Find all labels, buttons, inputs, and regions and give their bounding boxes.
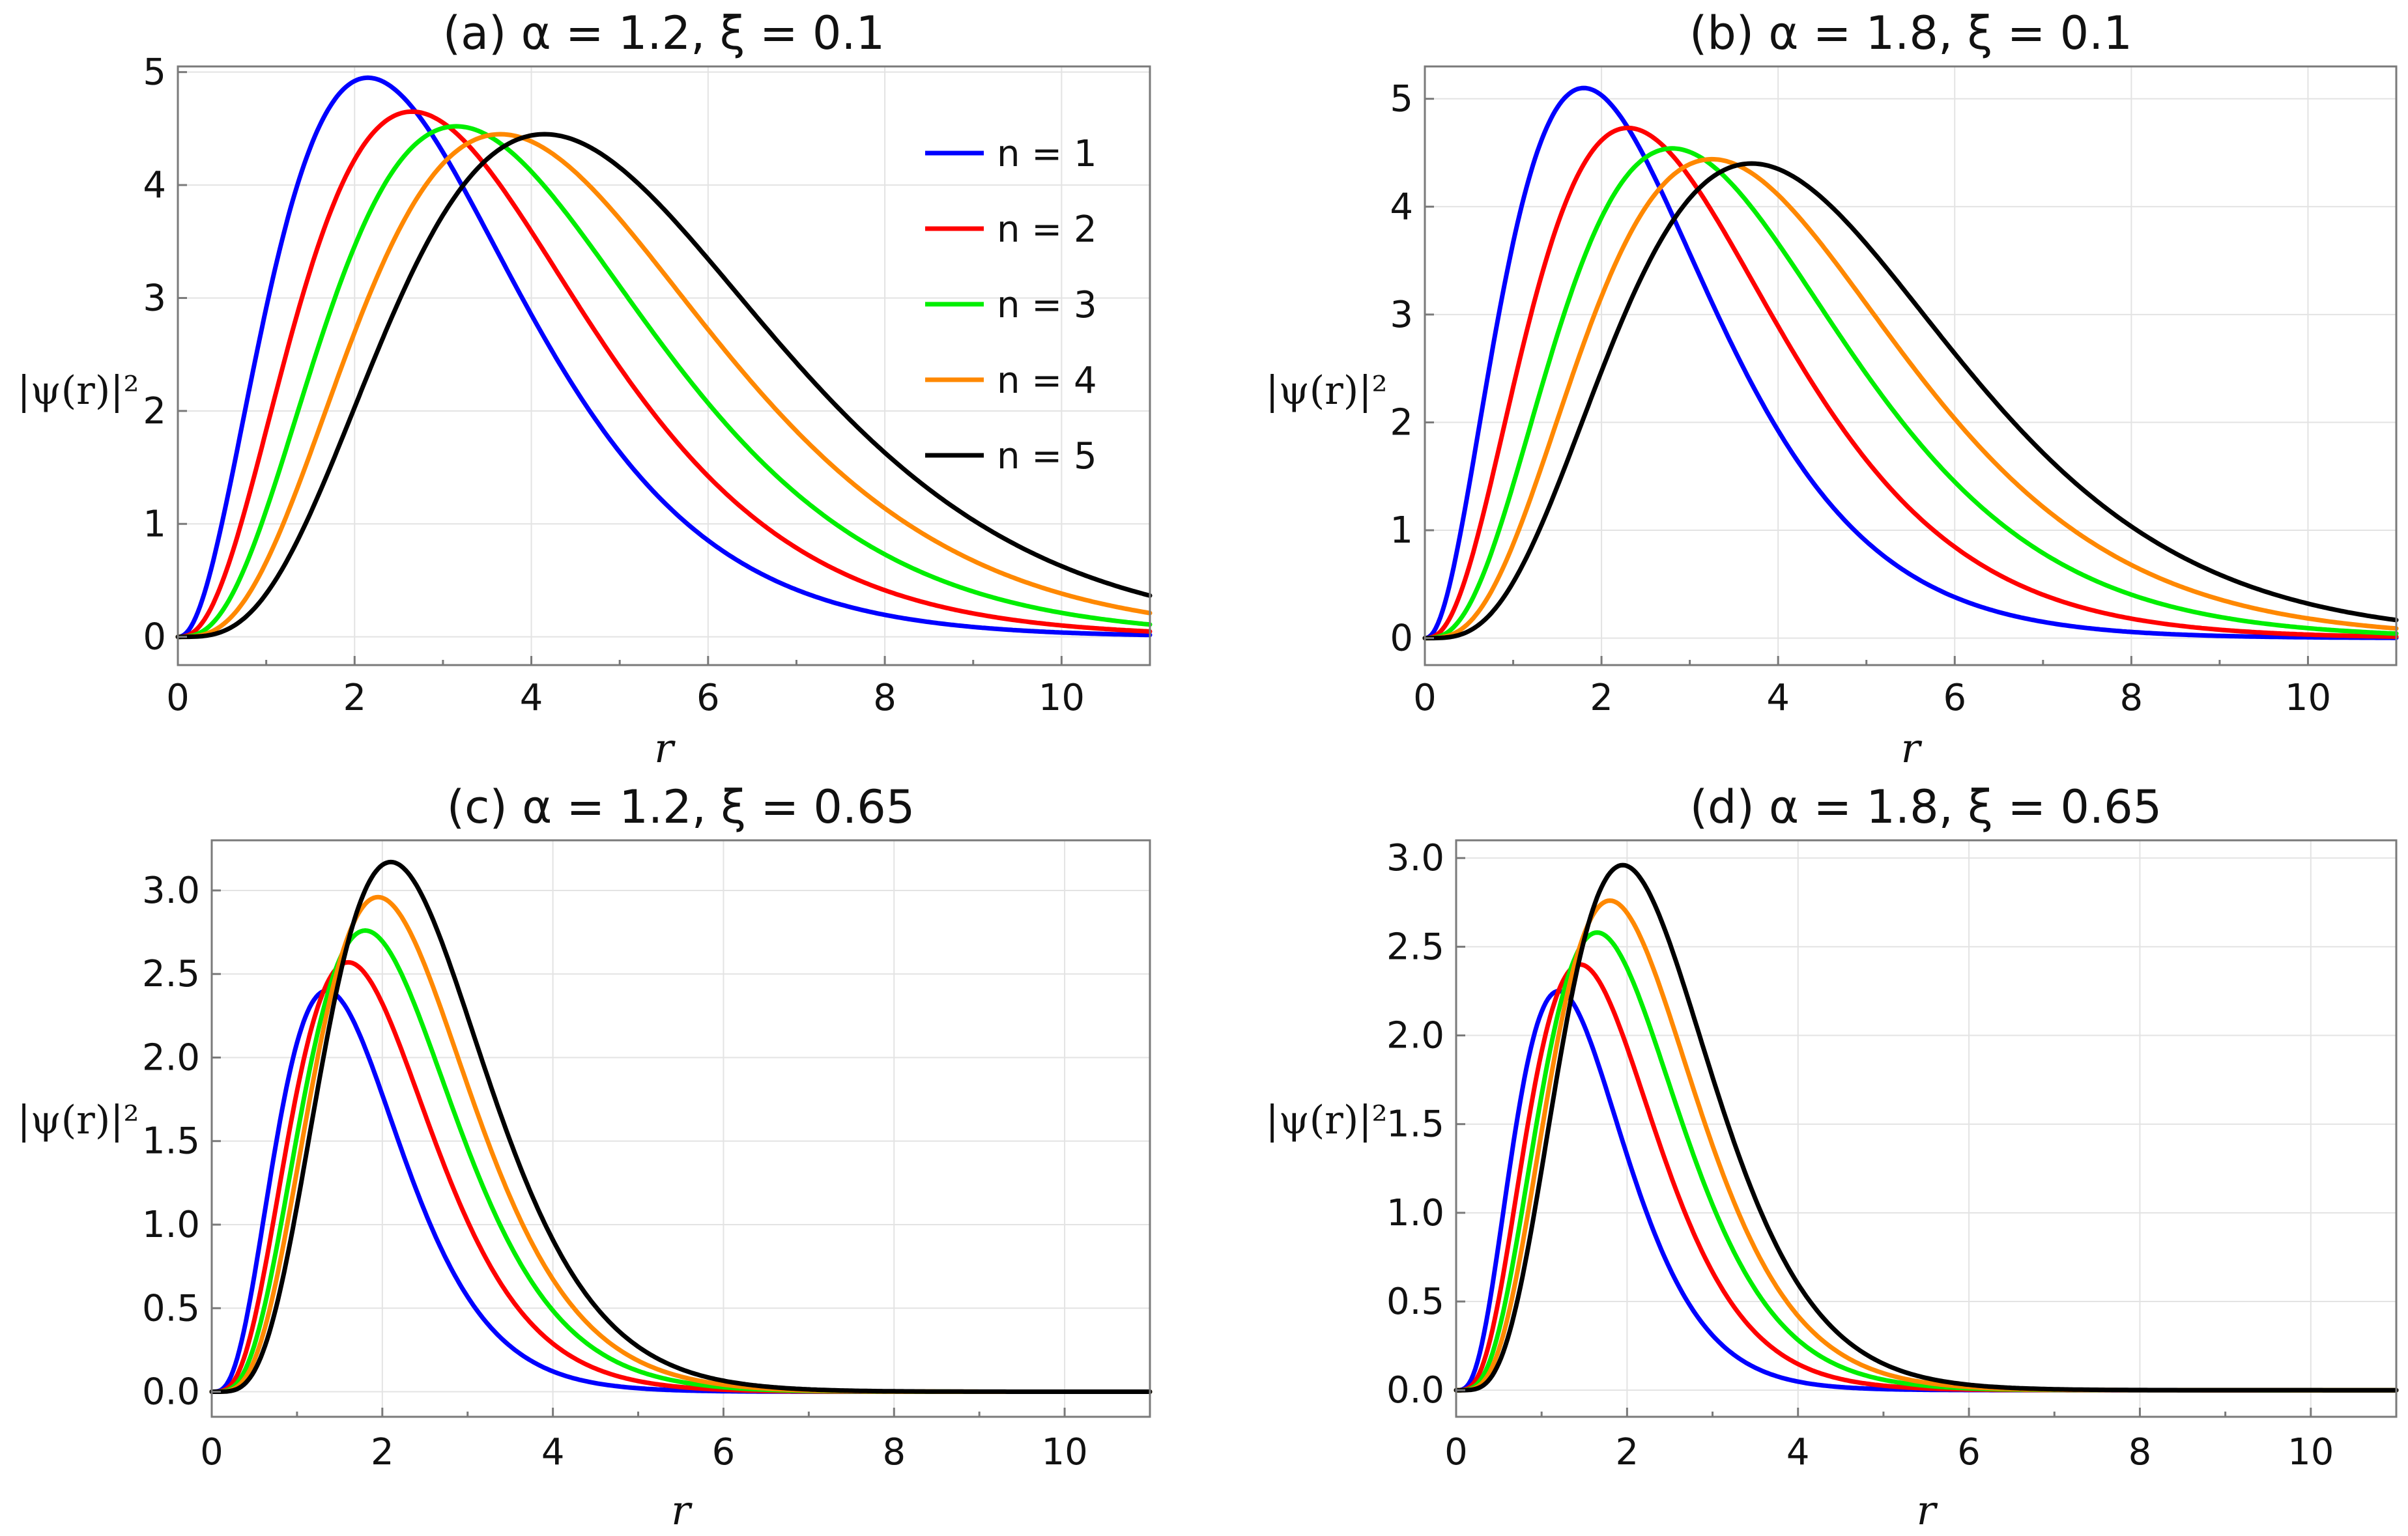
x-tick-label: 6: [712, 1431, 736, 1473]
series-line-n5: [1422, 161, 2399, 641]
chart-panel-b: 0 2 4 6 8 10 0 1 2 3 4 5 (b) α = 1.8, ξ = 0.1 r |ψ(r)|…: [1265, 7, 2399, 772]
legend-label-n2: n = 2: [997, 208, 1097, 251]
series-line-n2: [1454, 962, 2399, 1393]
series-line-n1: [175, 75, 1153, 640]
x-axis-label: r: [654, 724, 676, 772]
x-tick-label: 8: [882, 1431, 906, 1473]
legend-label-n3: n = 3: [997, 284, 1097, 326]
y-tick-label: 0.0: [142, 1371, 200, 1414]
series-line-n1: [1422, 85, 2399, 641]
x-tick-label: 2: [1590, 677, 1613, 719]
y-tick-label: 1.0: [1386, 1192, 1444, 1234]
x-tick-label: 4: [520, 677, 543, 719]
y-tick-label: 2.5: [142, 953, 200, 995]
y-tick-label: 4: [143, 164, 166, 206]
y-tick-label: 0: [143, 616, 166, 659]
x-tick-label: 0: [1444, 1431, 1468, 1473]
chart-title: (c) α = 1.2, ξ = 0.65: [447, 780, 915, 834]
x-tick-label: 2: [1616, 1431, 1639, 1473]
y-tick-label: 2.5: [1386, 926, 1444, 968]
y-axis-label: |ψ(r)|²: [17, 1098, 139, 1143]
x-tick-label: 2: [371, 1431, 394, 1473]
legend-label-n1: n = 1: [997, 133, 1097, 175]
y-tick-label: 1: [143, 503, 166, 545]
plot-frame: [210, 839, 1151, 1418]
x-tick-label: 8: [873, 677, 896, 719]
x-tick-label: 6: [696, 677, 720, 719]
x-tick-label: 4: [541, 1431, 565, 1473]
y-tick-label: 0: [1390, 618, 1413, 660]
x-tick-label: 8: [2128, 1431, 2152, 1473]
chart-panel-a: 0 2 4 6 8 10 0 1 2 3 4 5 (a) α = 1.2, ξ = 0.1 r |ψ(r)|…: [17, 7, 1153, 772]
plot-frame: [177, 65, 1151, 666]
y-tick-label: 5: [1390, 78, 1413, 121]
y-tick-label: 2.0: [142, 1036, 200, 1079]
series-line-n1: [209, 988, 1153, 1394]
y-tick-label: 3.0: [142, 870, 200, 912]
y-tick-label: 3: [1390, 294, 1413, 336]
y-tick-label: 3: [143, 277, 166, 319]
series-line-n4: [1422, 156, 2399, 641]
x-tick-label: 4: [1786, 1431, 1810, 1473]
chart-panel-c: 0 2 4 6 8 10 0.0 0.5 1.0 1.5 2.0 2.5 3.0 (c) α = 1.2,…: [17, 780, 1153, 1534]
chart-panel-d: 0 2 4 6 8 10 0.0 0.5 1.0 1.5 2.0 2.5 3.0 (d) α = 1.8,…: [1265, 780, 2399, 1534]
y-axis-label: |ψ(r)|²: [1265, 1098, 1387, 1143]
y-tick-label: 5: [143, 51, 166, 94]
chart-title: (d) α = 1.8, ξ = 0.65: [1690, 780, 2162, 834]
x-axis-label: r: [1901, 724, 1923, 772]
x-tick-label: 8: [2120, 677, 2143, 719]
series-line-n3: [209, 928, 1153, 1394]
series-line-n4: [1454, 898, 2399, 1393]
y-axis-label: |ψ(r)|²: [17, 368, 139, 414]
series-line-n3: [1454, 930, 2399, 1393]
series-line-n5: [1454, 862, 2399, 1393]
x-tick-label: 10: [2285, 677, 2331, 719]
y-tick-label: 0.5: [1386, 1281, 1444, 1323]
x-tick-label: 0: [166, 677, 190, 719]
series-line-n3: [1422, 146, 2399, 641]
y-tick-label: 1: [1390, 509, 1413, 552]
x-tick-label: 10: [2287, 1431, 2334, 1473]
series-line-n3: [175, 124, 1153, 640]
chart-title: (b) α = 1.8, ξ = 0.1: [1689, 7, 2132, 60]
series-line-n4: [175, 132, 1153, 640]
y-tick-label: 4: [1390, 186, 1413, 228]
y-tick-label: 1.5: [142, 1120, 200, 1163]
series-line-n5: [175, 132, 1153, 640]
legend: n = 1 n = 2 n = 3 n = 4 n = 5: [925, 133, 1097, 477]
y-tick-label: 0.0: [1386, 1369, 1444, 1412]
x-tick-label: 0: [200, 1431, 223, 1473]
y-tick-label: 2.0: [1386, 1015, 1444, 1057]
legend-label-n4: n = 4: [997, 360, 1097, 402]
x-tick-label: 6: [1943, 677, 1966, 719]
y-axis-label: |ψ(r)|²: [1265, 368, 1387, 414]
y-tick-label: 2: [143, 390, 166, 433]
x-tick-label: 10: [1041, 1431, 1087, 1473]
y-tick-label: 1.0: [142, 1204, 200, 1246]
series-line-n4: [209, 894, 1153, 1394]
y-tick-label: 2: [1390, 401, 1413, 444]
series-line-n2: [1422, 125, 2399, 641]
x-tick-label: 6: [1957, 1431, 1981, 1473]
x-axis-label: r: [671, 1486, 693, 1534]
x-tick-label: 10: [1039, 677, 1085, 719]
series-line-n1: [1454, 989, 2399, 1393]
x-axis-label: r: [1917, 1486, 1938, 1534]
series-line-n5: [209, 859, 1153, 1394]
y-tick-label: 1.5: [1386, 1103, 1444, 1146]
series-line-n2: [209, 960, 1153, 1394]
legend-label-n5: n = 5: [997, 435, 1097, 477]
plot-frame: [1424, 65, 2398, 666]
series-line-n2: [175, 109, 1153, 640]
x-tick-label: 2: [343, 677, 366, 719]
plot-frame: [1455, 839, 2398, 1418]
chart-title: (a) α = 1.2, ξ = 0.1: [443, 7, 885, 60]
y-tick-label: 0.5: [142, 1287, 200, 1330]
x-tick-label: 4: [1766, 677, 1790, 719]
y-tick-label: 3.0: [1386, 837, 1444, 879]
x-tick-label: 0: [1413, 677, 1437, 719]
